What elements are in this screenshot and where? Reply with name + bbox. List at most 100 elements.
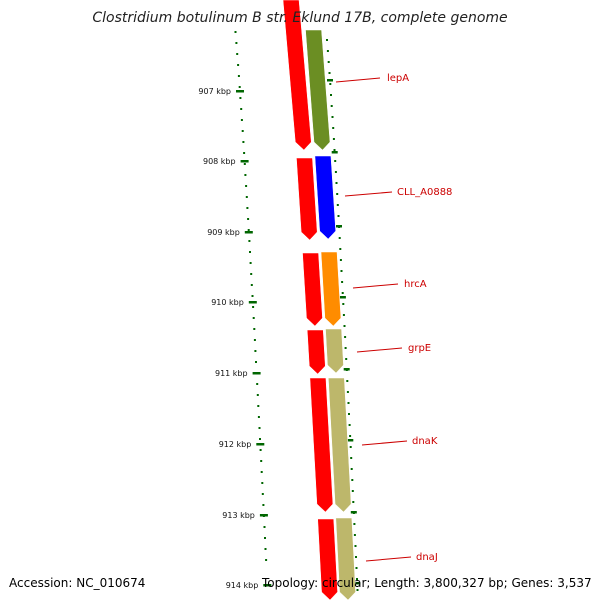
outer-tick [347, 402, 350, 404]
outer-tick [346, 391, 349, 393]
minor-tick [256, 394, 259, 396]
genome-summary-text: Topology: circular; Length: 3,800,327 bp… [262, 576, 592, 590]
outer-tick [326, 39, 328, 41]
outer-tick [329, 83, 332, 85]
outer-major-tick [339, 296, 346, 299]
outer-tick [356, 589, 359, 591]
outer-tick [350, 468, 353, 470]
minor-tick [242, 141, 245, 143]
minor-tick [241, 130, 244, 132]
minor-tick [253, 328, 256, 330]
minor-tick [254, 350, 257, 352]
gene-leader-line [361, 440, 408, 446]
outer-tick [341, 292, 344, 294]
minor-tick [259, 449, 262, 451]
outer-major-tick [336, 225, 342, 228]
tick-label: 913 kbp [222, 511, 255, 520]
minor-tick [243, 163, 246, 165]
gene-arrow-grpe [325, 328, 344, 374]
minor-tick [260, 471, 263, 473]
minor-tick [255, 361, 257, 363]
minor-tick [235, 42, 238, 44]
cds-arrow [302, 252, 323, 327]
major-tick [263, 584, 272, 587]
outer-tick [331, 116, 334, 118]
cds-arrow [306, 329, 326, 375]
major-tick [248, 301, 257, 304]
outer-tick [348, 413, 350, 415]
gene-leader-line [365, 556, 412, 562]
gene-label-dnak: dnaK [412, 436, 438, 447]
gene-arrow-dnak [328, 377, 352, 513]
outer-tick [336, 204, 339, 206]
minor-tick [250, 284, 253, 286]
minor-tick [247, 218, 250, 220]
gene-leader-line [352, 283, 399, 289]
gene-arrow-lepa [305, 29, 331, 151]
major-tick [236, 90, 244, 93]
outer-tick [344, 336, 347, 338]
outer-major-tick [354, 582, 361, 585]
outer-tick [355, 556, 357, 558]
outer-tick [339, 248, 342, 250]
minor-tick [263, 526, 266, 528]
outer-major-tick [331, 151, 338, 154]
minor-tick [244, 174, 247, 176]
cds-arrow [296, 157, 318, 241]
outer-tick [337, 215, 340, 217]
minor-tick [240, 119, 243, 121]
minor-tick [247, 229, 250, 231]
outer-tick [342, 303, 345, 305]
outer-tick [326, 50, 329, 52]
map-title: Clostridium botulinum B str. Eklund 17B,… [92, 10, 508, 26]
outer-tick [336, 193, 339, 195]
outer-tick [330, 105, 333, 107]
outer-tick [343, 325, 346, 327]
outer-tick [332, 138, 335, 140]
outer-tick [340, 270, 343, 272]
outer-major-tick [347, 439, 354, 442]
minor-tick [261, 493, 264, 495]
gene-label-grpe: grpE [408, 343, 431, 354]
cds-arrow [309, 377, 334, 513]
outer-tick [330, 94, 332, 96]
outer-tick [332, 127, 335, 129]
minor-tick [249, 251, 251, 253]
tick-label: 908 kbp [203, 157, 236, 166]
minor-tick [257, 405, 260, 407]
outer-tick [349, 446, 352, 448]
tick-label: 912 kbp [219, 440, 252, 449]
gene-leader-line [344, 191, 393, 197]
outer-tick [354, 545, 357, 547]
minor-tick [243, 152, 246, 154]
minor-tick [257, 416, 260, 418]
minor-tick [250, 273, 253, 275]
outer-tick [355, 567, 358, 569]
outer-tick [349, 435, 352, 437]
minor-tick [249, 262, 252, 264]
outer-tick [334, 171, 337, 173]
minor-tick [259, 438, 261, 440]
minor-tick [237, 75, 240, 77]
outer-tick [348, 424, 351, 426]
minor-tick [262, 504, 265, 506]
tick-label: 911 kbp [215, 369, 248, 378]
outer-tick [333, 149, 336, 151]
minor-tick [253, 339, 256, 341]
minor-tick [240, 108, 243, 110]
minor-tick [260, 460, 263, 462]
gene-arrow-dnaj [335, 517, 356, 600]
outer-tick [345, 358, 348, 360]
gene-label-dnaj: dnaJ [416, 552, 438, 563]
outer-tick [341, 281, 344, 283]
outer-tick [350, 457, 353, 459]
tick-label: 910 kbp [211, 298, 244, 307]
major-tick [244, 231, 253, 234]
minor-tick [264, 548, 267, 550]
minor-tick [264, 537, 266, 539]
minor-tick [234, 31, 237, 33]
minor-tick [252, 317, 255, 319]
outer-tick [344, 347, 347, 349]
outer-tick [353, 523, 356, 525]
gene-arrow-cll_a0888 [314, 155, 336, 240]
